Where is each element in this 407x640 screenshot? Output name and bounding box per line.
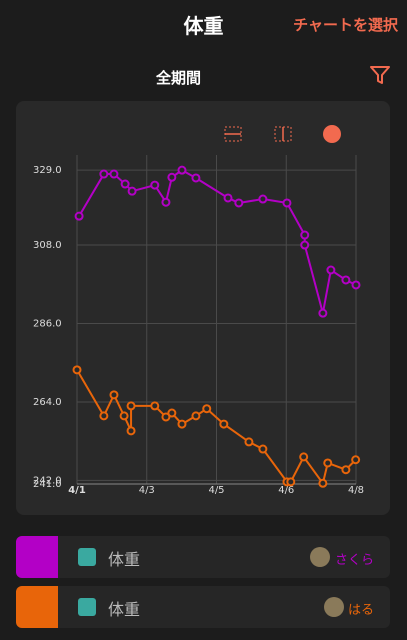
data-point <box>99 411 109 421</box>
toolbar <box>224 125 341 143</box>
data-point <box>318 478 328 488</box>
y-tick-label: 241.0 <box>33 479 62 490</box>
avatar <box>310 547 330 567</box>
data-point <box>282 198 292 208</box>
data-point <box>126 401 136 411</box>
record-icon <box>78 548 96 566</box>
data-point <box>150 401 160 411</box>
data-point <box>258 194 268 204</box>
data-point <box>326 265 336 275</box>
data-point <box>351 455 361 465</box>
data-point <box>341 275 351 285</box>
record-icon <box>78 598 96 616</box>
data-point <box>99 169 109 179</box>
series-line <box>78 168 357 314</box>
period-filter-label[interactable]: 全期間 <box>155 69 201 87</box>
x-tick-label: 4/1 <box>68 485 86 496</box>
data-point <box>177 165 187 175</box>
select-chart-button[interactable]: チャートを選択 <box>293 16 398 34</box>
data-point <box>127 186 137 196</box>
data-point <box>150 180 160 190</box>
data-point <box>72 365 82 375</box>
point-toggle[interactable] <box>323 125 341 143</box>
y-tick-label: 264.0 <box>33 397 62 408</box>
data-point <box>219 419 229 429</box>
legend-name: さくら <box>334 553 374 568</box>
data-point <box>191 411 201 421</box>
data-point <box>286 477 296 487</box>
data-point <box>351 280 361 290</box>
data-point <box>202 404 212 414</box>
legend-label: 体重 <box>108 600 141 619</box>
y-tick-label: 242.0 <box>33 475 62 486</box>
data-point <box>161 197 171 207</box>
series-line <box>76 369 357 486</box>
x-tick-label: 4/8 <box>348 485 364 496</box>
legend-swatch <box>16 536 58 578</box>
x-tick-label: 4/3 <box>139 485 155 496</box>
screen-title: 体重 <box>183 14 224 38</box>
y-tick-label: 329.0 <box>33 165 62 176</box>
legend-name: はる <box>347 603 374 618</box>
legend-row[interactable]: 体重 さくら <box>16 536 390 578</box>
legend-row[interactable]: 体重 はる <box>16 586 390 628</box>
data-point <box>300 240 310 250</box>
data-point <box>299 452 309 462</box>
chart-card: 329.0 308.0 286.0 264.0 242.0 241.0 4/1 4/3 4/5 4… <box>16 101 390 515</box>
data-point <box>109 169 119 179</box>
data-point <box>191 173 201 183</box>
data-point <box>119 411 129 421</box>
avatar <box>324 597 344 617</box>
data-point <box>318 308 328 318</box>
y-tick-label: 308.0 <box>33 240 62 251</box>
legend-swatch <box>16 586 58 628</box>
data-point <box>244 437 254 447</box>
data-point <box>167 172 177 182</box>
data-point <box>120 179 130 189</box>
data-point <box>109 390 119 400</box>
data-point <box>161 412 171 422</box>
x-tick-label: 4/6 <box>278 485 294 496</box>
y-tick-label: 286.0 <box>33 319 62 330</box>
data-point <box>300 230 310 240</box>
data-point <box>223 193 233 203</box>
data-point <box>341 465 351 475</box>
legend-label: 体重 <box>108 550 141 569</box>
filter-icon[interactable] <box>369 64 391 86</box>
x-tick-label: 4/5 <box>208 485 224 496</box>
data-point <box>74 211 84 221</box>
data-point <box>323 458 333 468</box>
data-point <box>126 426 136 436</box>
data-point <box>177 419 187 429</box>
data-point <box>167 408 177 418</box>
data-point <box>234 198 244 208</box>
data-point <box>258 444 268 454</box>
